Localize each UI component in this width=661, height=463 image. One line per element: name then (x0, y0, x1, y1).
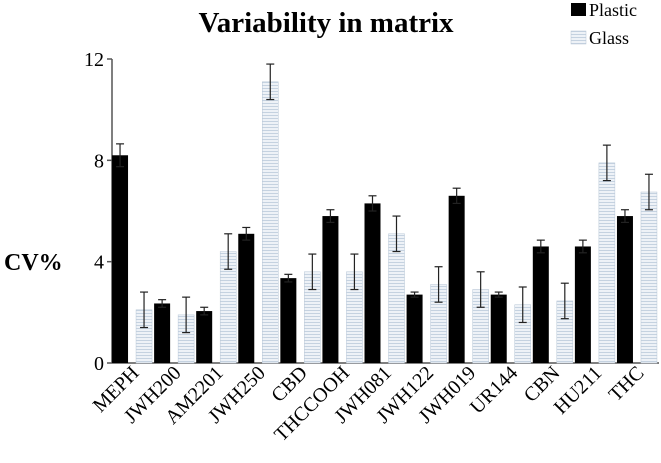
plot-area: 04812MEPHJWH200AM2201JWH250CBDTHCCOOHJWH… (84, 49, 659, 446)
bar-glass (598, 162, 616, 364)
y-tick-label: 8 (94, 150, 104, 172)
x-tick-label: HU211 (550, 362, 607, 419)
chart-title: Variability in matrix (198, 7, 454, 39)
bar-plastic (490, 294, 507, 363)
bar-plastic (364, 203, 381, 363)
bar-plastic (448, 195, 465, 363)
legend-swatch-glass (570, 30, 587, 45)
y-tick-label: 12 (84, 49, 104, 71)
x-tick-label: UR144 (466, 362, 522, 418)
bar-plastic (238, 233, 255, 363)
y-axis-label: CV% (4, 250, 63, 276)
legend: Plastic Glass (570, 0, 637, 48)
legend-label-glass: Glass (589, 28, 629, 48)
bar-glass (262, 81, 279, 364)
bar-plastic (112, 155, 129, 363)
bar-plastic (196, 311, 213, 363)
bar-plastic (532, 246, 549, 363)
legend-label-plastic: Plastic (589, 0, 637, 20)
bar-plastic (322, 216, 339, 363)
y-tick-label: 0 (94, 353, 104, 375)
y-tick-label: 4 (94, 252, 104, 274)
legend-swatch-plastic (571, 3, 586, 16)
x-tick-label: THC (605, 362, 649, 406)
bar-plastic (280, 278, 297, 363)
bar-plastic (406, 294, 423, 363)
bar-plastic (574, 246, 591, 363)
bar-glass (640, 191, 658, 364)
bar-glass (388, 233, 405, 364)
bar-plastic (154, 303, 171, 363)
bar-plastic (616, 216, 633, 363)
